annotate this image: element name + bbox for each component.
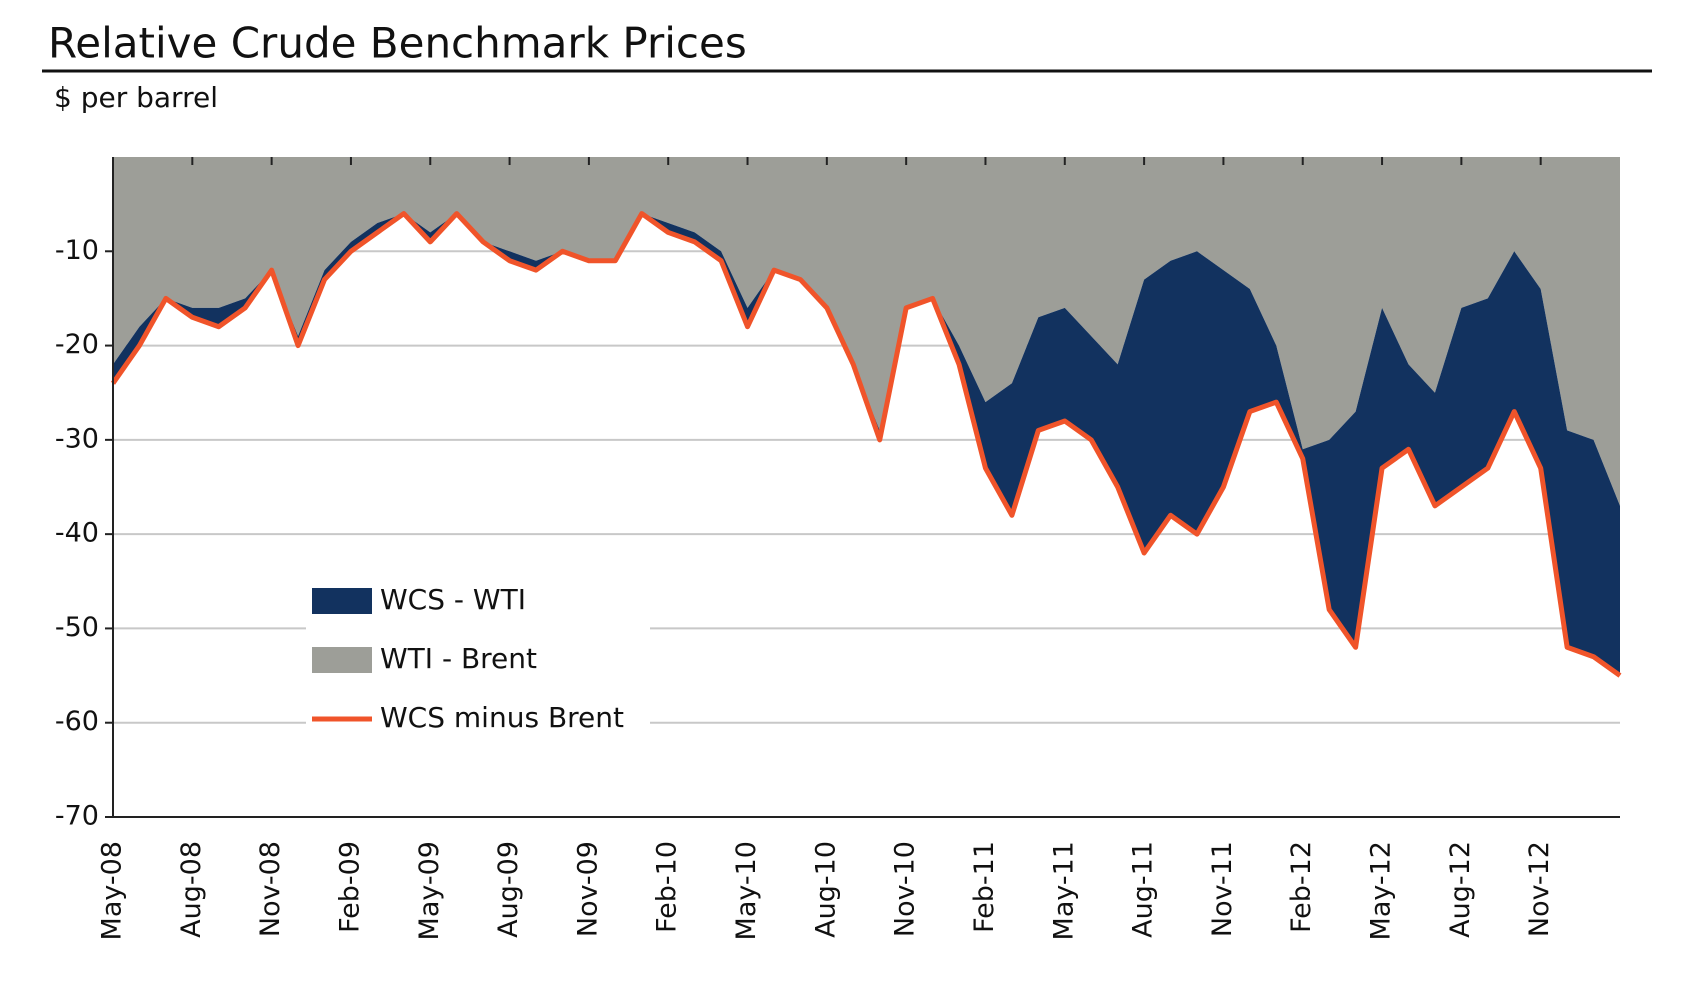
x-tick-label: Aug-11 xyxy=(1128,841,1159,938)
y-tick-label: -20 xyxy=(55,329,99,360)
chart-subtitle: $ per barrel xyxy=(54,81,218,114)
x-tick-label: Nov-09 xyxy=(572,841,603,937)
legend-swatch xyxy=(312,647,372,673)
x-tick-label: Nov-11 xyxy=(1207,841,1238,937)
area-wti-brent xyxy=(113,157,1620,506)
x-tick-label: May-11 xyxy=(1048,841,1079,940)
x-tick-label: Nov-10 xyxy=(890,841,921,937)
line-wcs-brent xyxy=(110,211,1622,678)
x-tick-label: Feb-09 xyxy=(334,841,365,933)
x-tick-label: Feb-10 xyxy=(652,841,683,933)
x-tick-label: May-08 xyxy=(97,841,128,940)
y-tick-label: -10 xyxy=(55,235,99,266)
legend-label: WCS minus Brent xyxy=(380,701,624,734)
x-tick-label: Aug-09 xyxy=(493,841,524,938)
x-tick-label: May-10 xyxy=(731,841,762,940)
area-wcs-wti xyxy=(113,213,1620,676)
x-tick-label: Feb-11 xyxy=(969,841,1000,933)
y-tick-label: -50 xyxy=(55,612,99,643)
chart-title: Relative Crude Benchmark Prices xyxy=(48,19,747,68)
legend-label: WCS - WTI xyxy=(380,583,526,616)
x-tick-label: Aug-12 xyxy=(1445,841,1476,938)
x-tick-label: May-12 xyxy=(1366,841,1397,940)
y-tick-label: -30 xyxy=(55,423,99,454)
y-tick-label: -60 xyxy=(55,706,99,737)
x-tick-label: Feb-12 xyxy=(1286,841,1317,933)
legend-label: WTI - Brent xyxy=(380,642,537,675)
x-tick-label: Aug-10 xyxy=(810,841,841,938)
x-tick-label: Aug-08 xyxy=(176,841,207,938)
x-tick-label: Nov-12 xyxy=(1524,841,1555,937)
x-tick-label: May-09 xyxy=(414,841,445,940)
x-tick-label: Nov-08 xyxy=(255,841,286,937)
legend-swatch xyxy=(312,588,372,614)
y-tick-label: -70 xyxy=(55,801,99,832)
y-tick-label: -40 xyxy=(55,518,99,549)
